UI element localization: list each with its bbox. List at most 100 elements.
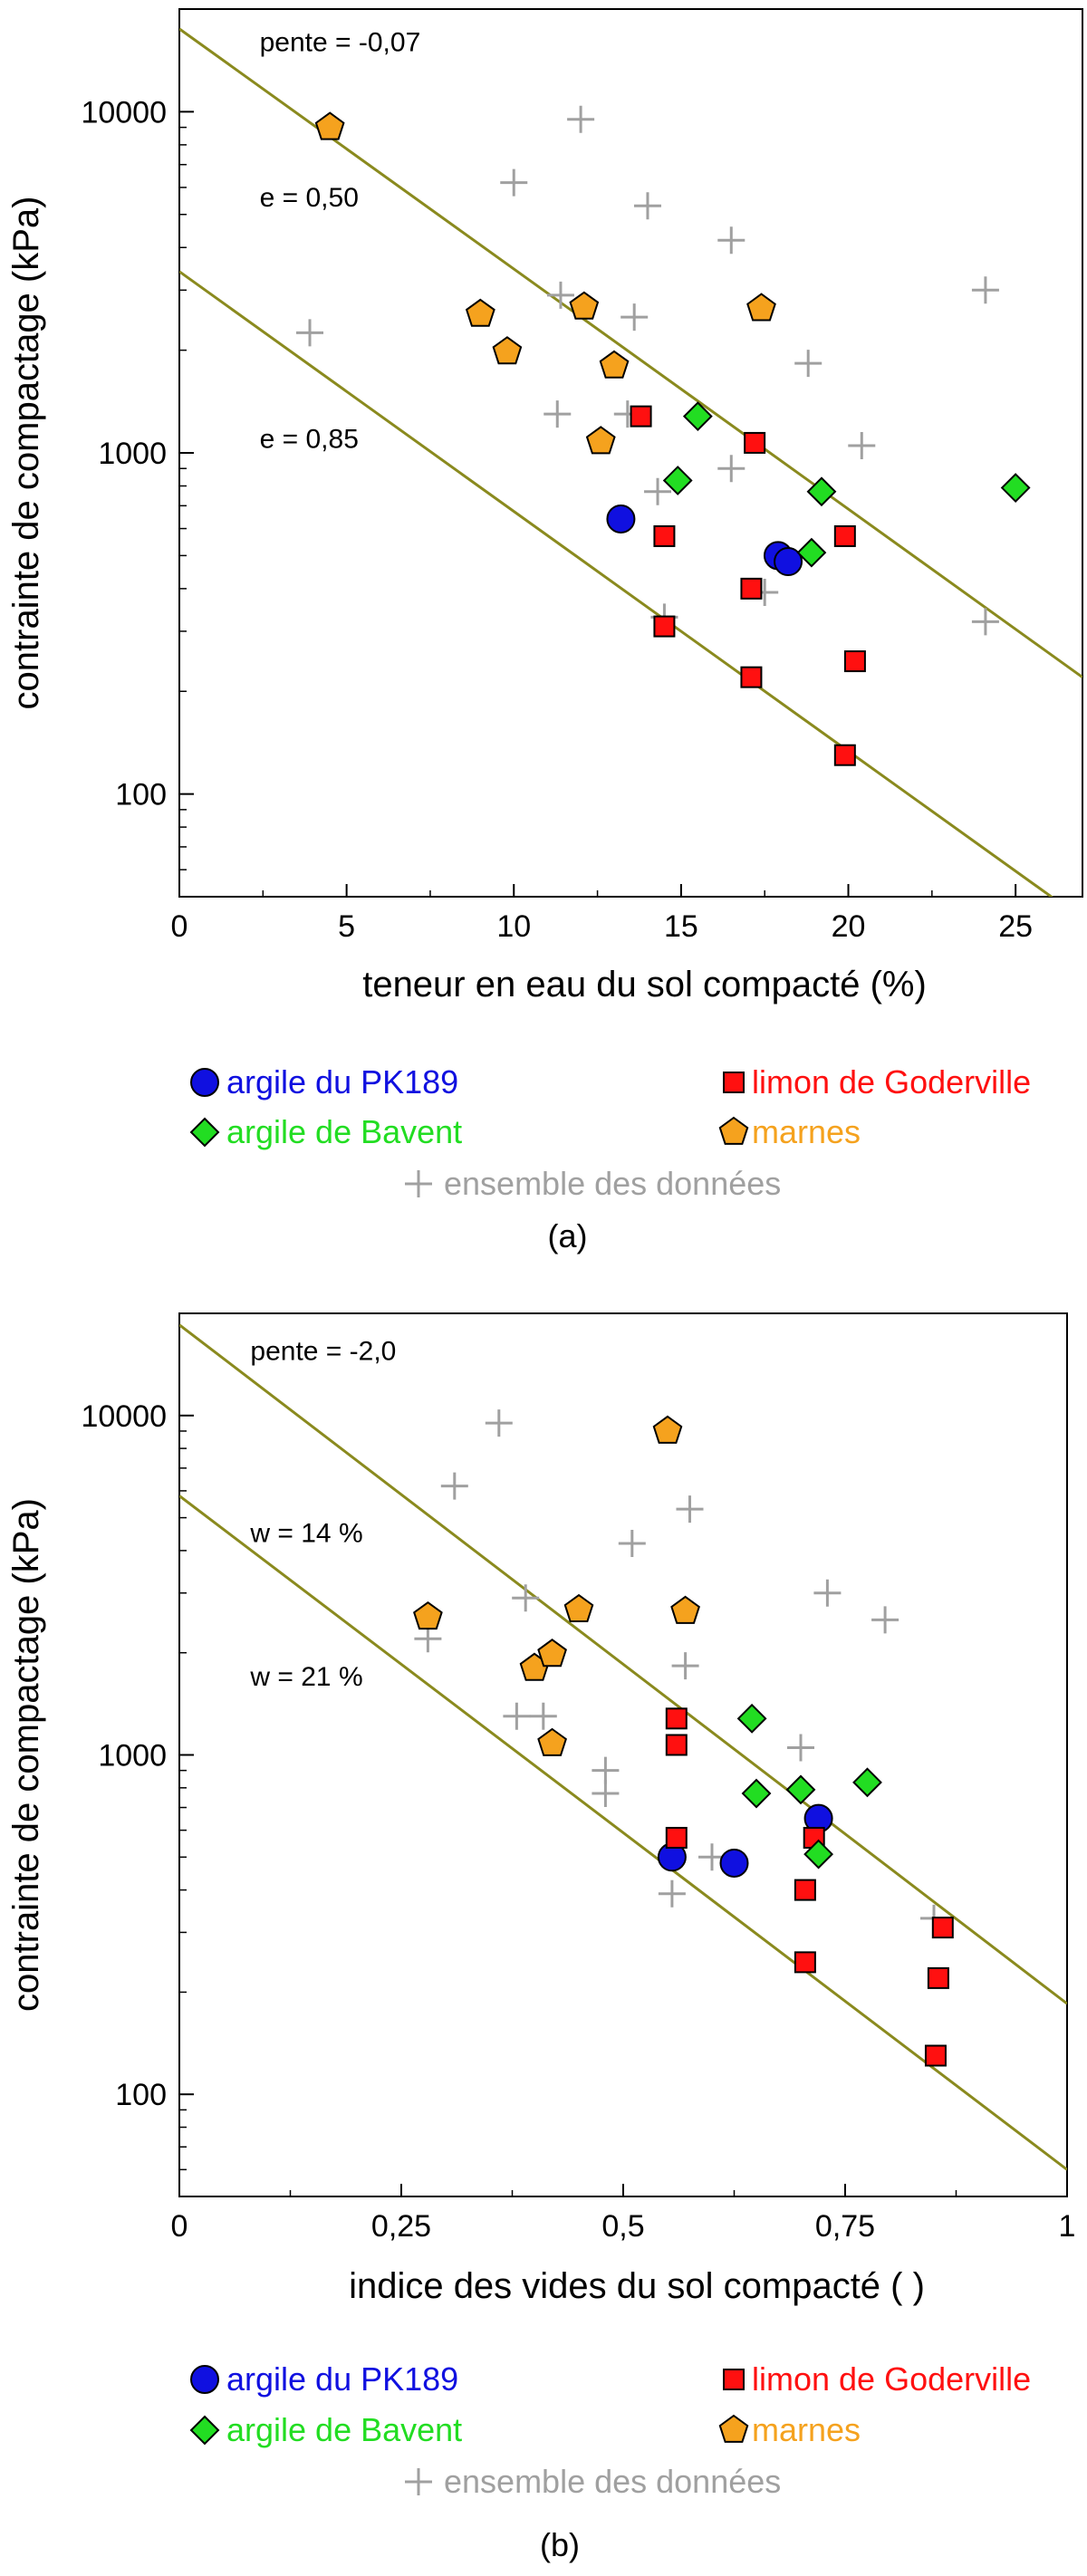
y-tick-label: 10000: [81, 95, 167, 130]
data-point-plus: [485, 1409, 513, 1437]
legend-marker: [723, 2369, 745, 2390]
annotation: pente = -0,07: [260, 27, 421, 57]
legend-label: ensemble des données: [444, 2463, 781, 2500]
data-points: [413, 1409, 954, 2067]
data-point-plus: [848, 432, 876, 460]
legend-label: argile de Bavent: [226, 2411, 462, 2448]
data-point-plus: [658, 1879, 686, 1908]
annotation: w = 21 %: [249, 1662, 362, 1692]
data-point-plus: [592, 1756, 620, 1784]
y-axis-label: contrainte de compactage (kPa): [6, 1498, 46, 2012]
legend-marker: [405, 2468, 432, 2495]
data-point-plus: [544, 400, 572, 428]
data-point-plus: [546, 281, 574, 309]
y-axis: 100 1000 10000: [81, 1312, 194, 2197]
legend-label: marnes: [752, 2411, 861, 2448]
legend-label: ensemble des données: [444, 1165, 781, 1202]
data-point-plus: [500, 168, 528, 197]
legend-label: limon de Goderville: [752, 1063, 1031, 1101]
data-point-plus: [618, 1529, 646, 1557]
chart-panel-2: 0 0,25 0,5 0,75 1 100 1000 10000 indice des vide…: [6, 1312, 1075, 2563]
data-point-pentagon: [465, 298, 495, 327]
y-axis-label: contrainte de compactage (kPa): [6, 197, 46, 710]
x-axis-label: teneur en eau du sol compacté (%): [362, 965, 927, 1004]
legend-marker: [405, 1170, 432, 1197]
data-point-plus: [633, 192, 661, 220]
data-point-plus: [671, 1652, 699, 1680]
data-point-diamond: [852, 1767, 882, 1798]
x-tick-label: 15: [664, 909, 698, 944]
data-point-square: [740, 666, 763, 688]
data-point-plus: [676, 1495, 704, 1523]
data-point-plus: [296, 319, 324, 347]
data-point-square: [927, 1966, 949, 1989]
legend-label: argile du PK189: [226, 1063, 458, 1101]
y-axis: 100 1000 10000: [81, 8, 194, 898]
legend: argile du PK189 limon de Goderville argile…: [189, 2360, 1031, 2500]
data-point-pentagon: [537, 1639, 567, 1668]
data-point-diamond: [806, 476, 837, 507]
data-point-circle: [606, 504, 636, 533]
data-point-plus: [512, 1584, 540, 1612]
x-tick-label: 5: [338, 909, 355, 944]
trend-line-1: [179, 1323, 1067, 2005]
annotation: e = 0,85: [260, 424, 359, 454]
data-point-square: [843, 650, 866, 673]
annotation: pente = -2,0: [250, 1336, 396, 1366]
y-tick-label: 1000: [98, 437, 167, 471]
data-point-square: [665, 1826, 688, 1849]
data-point-diamond: [1000, 473, 1031, 503]
data-point-plus: [414, 1625, 442, 1653]
data-point-pentagon: [670, 1595, 700, 1624]
x-tick-label: 20: [832, 909, 866, 944]
data-point-pentagon: [652, 1415, 683, 1444]
data-point-plus: [592, 1780, 620, 1808]
data-point-square: [653, 524, 676, 547]
data-point-plus: [971, 608, 999, 636]
x-axis: 0 5 10 15 20 25: [171, 884, 1033, 944]
data-point-plus: [813, 1579, 842, 1607]
data-point-pentagon: [746, 293, 776, 322]
data-point-plus: [529, 1702, 557, 1730]
x-tick-label: 25: [998, 909, 1033, 944]
legend-label: argile de Bavent: [226, 1113, 462, 1150]
data-point-plus: [567, 105, 595, 133]
legend-label: argile du PK189: [226, 2360, 458, 2398]
data-point-diamond: [736, 1703, 767, 1734]
data-point-square: [924, 2044, 947, 2067]
x-tick-label: 0,25: [371, 2209, 431, 2244]
legend-marker: [190, 2365, 219, 2394]
data-point-diamond: [785, 1774, 816, 1805]
trend-line-2: [179, 1495, 1067, 2171]
annotation: w = 14 %: [249, 1519, 362, 1549]
data-point-diamond: [662, 466, 693, 495]
data-point-plus: [440, 1472, 468, 1500]
data-point-square: [630, 405, 652, 428]
y-tick-label: 10000: [81, 1399, 167, 1434]
legend: argile du PK189 limon de Goderville argile…: [189, 1063, 1031, 1202]
y-tick-label: 1000: [98, 1739, 167, 1773]
y-tick-label: 100: [115, 2078, 167, 2112]
data-point-square: [794, 1879, 816, 1901]
data-point-plus: [971, 276, 999, 304]
data-point-plus: [871, 1606, 899, 1634]
data-point-pentagon: [585, 426, 616, 455]
legend-marker: [189, 1117, 220, 1148]
data-point-pentagon: [537, 1727, 567, 1756]
data-point-diamond: [682, 401, 713, 432]
legend-label: limon de Goderville: [752, 2360, 1031, 2398]
x-tick-label: 10: [496, 909, 531, 944]
legend-marker: [190, 1068, 219, 1097]
data-point-plus: [620, 303, 649, 332]
legend-marker: [718, 2414, 749, 2443]
data-point-square: [665, 1707, 688, 1730]
trend-line-1: [179, 27, 1082, 678]
data-point-plus: [717, 455, 746, 483]
legend-label: marnes: [752, 1113, 861, 1150]
data-point-square: [744, 431, 766, 454]
data-point-pentagon: [563, 1593, 594, 1622]
data-point-square: [833, 524, 856, 547]
data-point-circle: [719, 1848, 749, 1878]
